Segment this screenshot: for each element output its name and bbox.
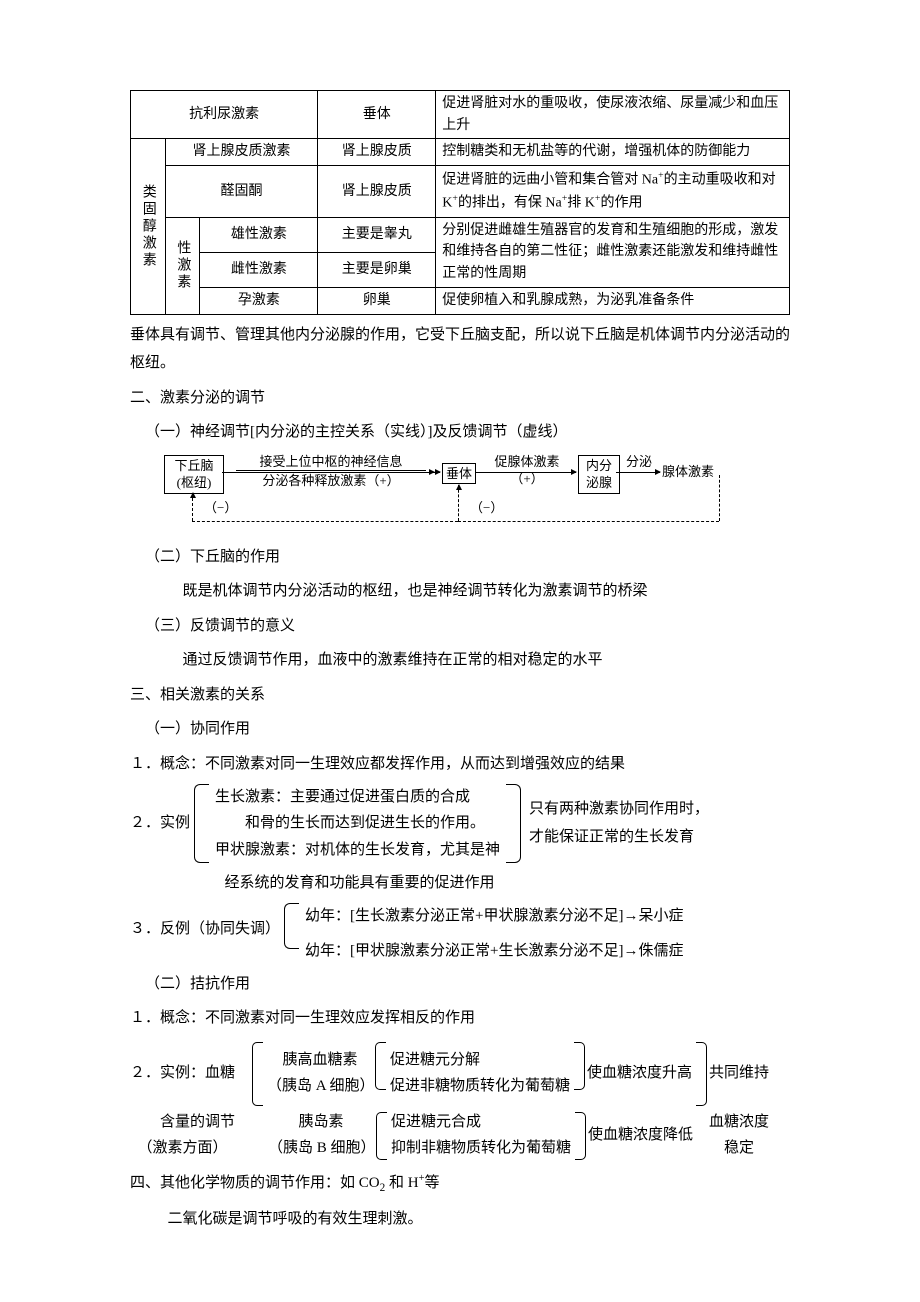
label: 含量的调节 [130,1110,250,1136]
paragraph: 垂体具有调节、管理其他内分泌腺的作用，它受下丘脑支配，所以说下丘脑是机体调节内分… [130,321,790,378]
cell-hormone-name: 肾上腺皮质激素 [165,139,318,166]
func: 促进糖元分解 [390,1048,570,1074]
flow-node-gland: 内分泌腺 [578,455,620,494]
table-row: 醛固酮 肾上腺皮质 促进肾脏的远曲小管和集合管对 Na+的主动重吸收和对 K+的… [131,166,790,218]
cell-function: 分别促进雌雄生殖器官的发育和生殖细胞的形成，激发和维持各自的第二性征；雌性激素还… [436,217,790,287]
result: 使血糖浓度升高 [587,1061,692,1087]
cell-source: 主要是卵巢 [318,252,436,287]
bracket-left-icon [376,1112,387,1160]
cell-source: 卵巢 [318,287,436,314]
table-row: 抗利尿激素 垂体 促进肾脏对水的重吸收，使尿液浓缩、尿量减少和血压上升 [131,91,790,139]
cell-source: 肾上腺皮质 [318,166,436,218]
heading-4: 四、其他化学物质的调节作用：如 CO2 和 H+等 [130,1169,790,1199]
bracket-right-icon [506,784,521,863]
bracket-item: 甲状腺激素：对机体的生长发育，尤其是神 [215,837,500,863]
bracket-right-icon [696,1042,707,1106]
bracket-right-icon [575,1112,586,1160]
body-text: 通过反馈调节作用，血液中的激素维持在正常的相对稳定的水平 [130,646,790,675]
cell-hormone-name: 抗利尿激素 [131,91,318,139]
heading-3a: （一）协同作用 [130,715,790,744]
cell-group-sex: 性激素 [165,217,200,314]
hormone-table: 抗利尿激素 垂体 促进肾脏对水的重吸收，使尿液浓缩、尿量减少和血压上升 类固醇激… [130,90,790,315]
bracket-right-icon [574,1042,585,1090]
cell-function: 促使卵植入和乳腺成熟，为泌乳准备条件 [436,287,790,314]
func: 促进非糖物质转化为葡萄糖 [390,1074,570,1100]
bracket-label: ３．反例（协同失调） [130,903,284,944]
cell-function: 控制糖类和无机盐等的代谢，增强机体的防御能力 [436,139,790,166]
flow-feedback-label: （−） [204,499,237,517]
joint: 共同维持 [709,1061,769,1087]
body-text: 二氧化碳是调节呼吸的有效生理刺激。 [130,1205,790,1234]
bracket-item: 幼年：[甲状腺激素分泌正常+生长激素分泌不足]→侏儒症 [305,938,683,964]
bracket-item: 和骨的生长而达到促进生长的作用。 [215,810,500,836]
bracket-left-icon [252,1042,263,1106]
cell-sub: （胰岛 B 细胞） [268,1136,374,1162]
bracket-left-icon [284,903,299,949]
heading-2b: （二）下丘脑的作用 [130,543,790,572]
flow-node-pituitary: 垂体 [442,463,476,485]
bracket-item: 幼年：[生长激素分泌正常+甲状腺激素分泌不足]→呆小症 [305,903,683,929]
joint: 稳定 [709,1136,769,1162]
example-disorder: ３．反例（协同失调） 幼年：[生长激素分泌正常+甲状腺激素分泌不足]→呆小症 幼… [130,903,790,964]
bracket-left-icon [194,784,209,863]
cell-hormone-name: 孕激素 [200,287,318,314]
regulation-flowchart: 下丘脑(枢纽) 接受上位中枢的神经信息 分泌各种释放激素（+） 垂体 促腺体激素… [164,453,744,533]
label: ２．实例：血糖 [130,1061,250,1087]
flow-label: 促腺体激素（+） [484,453,570,488]
flow-node-output: 腺体激素 [662,463,714,481]
heading-3: 三、相关激素的关系 [130,681,790,710]
cell-name: 胰岛素 [268,1110,374,1136]
cell-function: 促进肾脏的远曲小管和集合管对 Na+的主动重吸收和对 K+的排出，有保 Na+排… [436,166,790,218]
bracket-left-icon [375,1042,386,1090]
flow-node-hypothalamus: 下丘脑(枢纽) [164,455,224,494]
heading-2: 二、激素分泌的调节 [130,384,790,413]
cell-name: 胰高血糖素 [267,1048,373,1074]
example-antagonism: ２．实例：血糖 胰高血糖素 （胰岛 A 细胞） 促进糖元分解 促进非糖物质转化为… [130,1039,790,1163]
flow-label: 分泌各种释放激素（+） [236,472,426,490]
result: 使血糖浓度降低 [588,1123,693,1149]
bracket-item: 生长激素：主要通过促进蛋白质的合成 [215,784,500,810]
heading-2a: （一）神经调节[内分泌的主控关系（实线）]及反馈调节（虚线） [130,418,790,447]
flow-label: 分泌 [622,453,656,471]
body-text: １．概念：不同激素对同一生理效应都发挥作用，从而达到增强效应的结果 [130,750,790,779]
body-text: 经系统的发育和功能具有重要的促进作用 [130,869,790,898]
cell-source: 肾上腺皮质 [318,139,436,166]
flow-label: 接受上位中枢的神经信息 [236,453,426,472]
flow-feedback-label: （−） [470,499,503,517]
heading-3b: （二）拮抗作用 [130,970,790,999]
heading-2c: （三）反馈调节的意义 [130,612,790,641]
table-row: 类固醇激素 肾上腺皮质激素 肾上腺皮质 控制糖类和无机盐等的代谢，增强机体的防御… [131,139,790,166]
bracket-label: ２．实例 [130,784,194,863]
label: （激素方面） [130,1136,250,1162]
cell-hormone-name: 醛固酮 [165,166,318,218]
body-text: 既是机体调节内分泌活动的枢纽，也是神经调节转化为激素调节的桥梁 [130,577,790,606]
cell-source: 主要是睾丸 [318,217,436,252]
bracket-after-text: 只有两种激素协同作用时， 才能保证正常的生长发育 [521,784,709,863]
cell-function: 促进肾脏对水的重吸收，使尿液浓缩、尿量减少和血压上升 [436,91,790,139]
cell-source: 垂体 [318,91,436,139]
func: 促进糖元合成 [391,1110,571,1136]
table-row: 孕激素 卵巢 促使卵植入和乳腺成熟，为泌乳准备条件 [131,287,790,314]
table-row: 性激素 雄性激素 主要是睾丸 分别促进雌雄生殖器官的发育和生殖细胞的形成，激发和… [131,217,790,252]
example-synergy: ２．实例 生长激素：主要通过促进蛋白质的合成 和骨的生长而达到促进生长的作用。 … [130,784,790,863]
page-content: 抗利尿激素 垂体 促进肾脏对水的重吸收，使尿液浓缩、尿量减少和血压上升 类固醇激… [0,0,920,1300]
func: 抑制非糖物质转化为葡萄糖 [391,1136,571,1162]
cell-sub: （胰岛 A 细胞） [267,1074,373,1100]
joint: 血糖浓度 [709,1110,769,1136]
body-text: １．概念：不同激素对同一生理效应发挥相反的作用 [130,1004,790,1033]
cell-hormone-name: 雌性激素 [200,252,318,287]
cell-group-steroid: 类固醇激素 [131,139,166,314]
cell-hormone-name: 雄性激素 [200,217,318,252]
